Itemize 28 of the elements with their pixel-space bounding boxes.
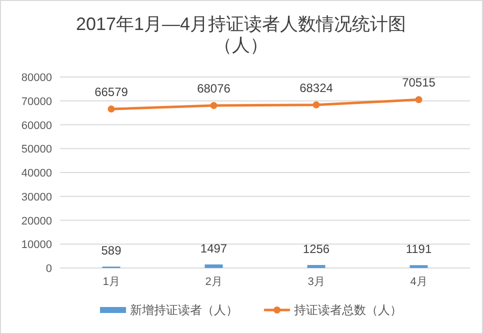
- data-label: 589: [101, 244, 122, 258]
- y-tick-label: 0: [46, 263, 52, 275]
- y-tick-label: 80000: [21, 72, 52, 84]
- y-tick-label: 60000: [21, 120, 52, 132]
- point: [108, 106, 115, 113]
- data-label: 1497: [200, 241, 228, 256]
- data-label: 1191: [406, 242, 432, 256]
- y-tick-label: 20000: [21, 215, 52, 228]
- data-label: 1256: [302, 242, 330, 256]
- x-tick-label: 3月: [308, 276, 325, 288]
- title: 2017年1月—4月持证读者人数情况统计图（人）: [76, 14, 406, 55]
- data-label: 68076: [197, 81, 231, 96]
- data-label: 66579: [94, 85, 128, 100]
- y-tick-label: 30000: [21, 191, 52, 204]
- y-tick-label: 50000: [21, 144, 52, 156]
- data-label: 68324: [300, 80, 334, 95]
- legend-label: 新增持证读者（人）: [130, 303, 238, 317]
- y-tick-label: 10000: [21, 239, 52, 252]
- data-label: 70515: [402, 76, 436, 90]
- x-tick-label: 1月: [102, 276, 120, 288]
- x-tick-label: 2月: [205, 276, 222, 288]
- y-tick-label: 40000: [21, 168, 52, 180]
- legend-label: 持证读者总数（人）: [294, 303, 402, 317]
- y-tick-label: 70000: [21, 96, 52, 108]
- point: [312, 101, 320, 108]
- point: [210, 102, 218, 109]
- x-tick-label: 4月: [410, 276, 428, 288]
- point: [415, 96, 422, 104]
